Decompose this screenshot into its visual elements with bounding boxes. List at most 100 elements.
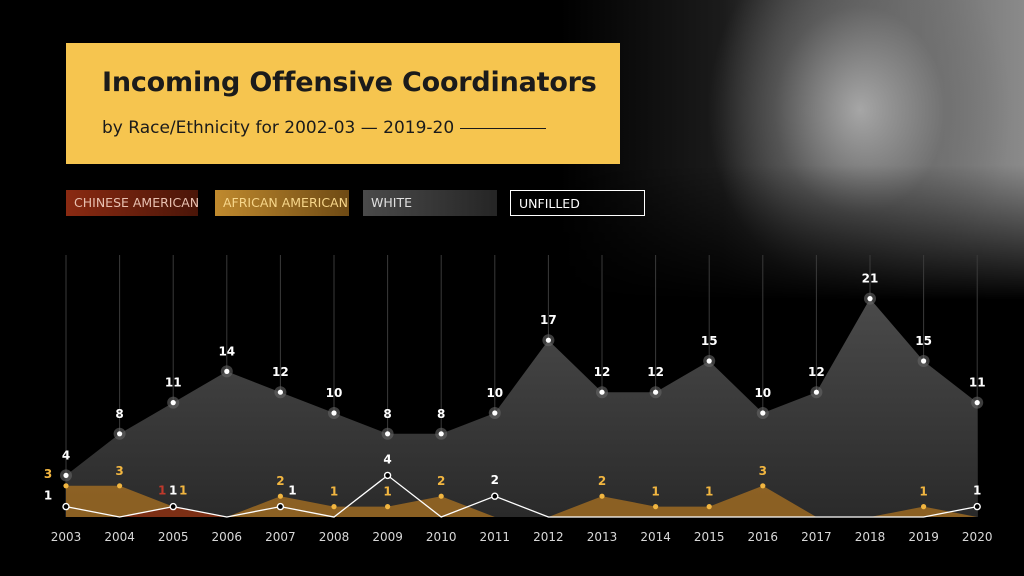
african-american-point-2003 [63, 483, 69, 489]
african-american-point-2004 [117, 483, 123, 489]
white-value-label-2003: 4 [62, 448, 70, 462]
x-tick-label-2020: 2020 [962, 530, 993, 544]
white-value-label-2007: 12 [272, 365, 289, 379]
african-american-value-label-2009: 1 [383, 485, 391, 499]
african-american-point-2013 [599, 493, 605, 499]
white-value-label-2013: 12 [594, 365, 611, 379]
african-american-value-label-2015: 1 [705, 485, 713, 499]
white-value-label-2008: 10 [326, 386, 343, 400]
chart-subtitle: by Race/Ethnicity for 2002-03 — 2019-20 [102, 118, 547, 138]
unfilled-point-2011 [491, 492, 499, 500]
subtitle-rule [460, 127, 547, 129]
unfilled-point-2003 [62, 502, 70, 511]
x-tick-label-2003: 2003 [51, 530, 82, 544]
african-american-point-2007 [277, 493, 283, 499]
white-point-2003 [63, 472, 69, 478]
title-box: Incoming Offensive Coordinators by Race/… [66, 43, 620, 164]
chart-title: Incoming Offensive Coordinators [102, 67, 597, 98]
african-american-point-2015 [706, 504, 712, 510]
white-value-label-2020: 11 [969, 376, 986, 390]
white-point-2014 [653, 389, 659, 395]
x-tick-label-2011: 2011 [480, 530, 511, 544]
legend-chinese-american: CHINESE AMERICAN [66, 190, 200, 216]
x-tick-label-2013: 2013 [587, 530, 618, 544]
african-american-value-label-2010: 2 [437, 474, 445, 488]
unfilled-value-label-2020: 1 [973, 484, 981, 498]
legend-african-american: AFRICAN AMERICAN [215, 190, 349, 216]
legend-chinese-american-label: CHINESE AMERICAN [74, 195, 200, 210]
line-unfilled [65, 474, 978, 518]
white-value-label-2009: 8 [383, 407, 391, 421]
chart-subtitle-text: by Race/Ethnicity for 2002-03 — 2019-20 [102, 118, 455, 138]
white-point-2013 [599, 389, 605, 395]
white-value-label-2010: 8 [437, 407, 445, 421]
x-tick-label-2006: 2006 [212, 530, 243, 544]
white-point-2007 [277, 389, 283, 395]
african-american-point-2016 [760, 483, 766, 489]
african-american-point-2009 [385, 504, 391, 510]
legend-unfilled-label: UNFILLED [519, 196, 580, 211]
white-point-2006 [224, 368, 230, 374]
legend-unfilled: UNFILLED [510, 190, 645, 216]
white-value-label-2006: 14 [218, 344, 235, 358]
x-tick-label-2010: 2010 [426, 530, 457, 544]
african-american-point-2014 [653, 504, 659, 510]
unfilled-point-2005 [169, 502, 177, 511]
area-chinese-american [66, 506, 978, 517]
unfilled-value-label-2007: 1 [288, 484, 296, 498]
african-american-value-label-2008: 1 [330, 485, 338, 499]
white-value-label-2016: 10 [754, 386, 771, 400]
white-point-2017 [813, 389, 820, 395]
coach-photo [560, 0, 1024, 300]
white-point-2018 [867, 296, 873, 302]
unfilled-value-label-2011: 2 [491, 473, 499, 487]
unfilled-value-label-2005: 1 [169, 484, 177, 498]
x-tick-label-2015: 2015 [694, 530, 725, 544]
x-tick-label-2019: 2019 [908, 530, 939, 544]
african-american-value-label-2003: 3 [44, 467, 52, 481]
white-point-2020 [974, 400, 980, 406]
unfilled-point-2009 [383, 471, 392, 480]
x-tick-label-2018: 2018 [855, 530, 886, 544]
white-point-2016 [760, 410, 766, 416]
white-point-2010 [438, 431, 444, 437]
white-value-label-2004: 8 [115, 407, 123, 421]
chinese-american-value-label-2005: 1 [158, 484, 166, 498]
unfilled-value-label-2003: 1 [44, 489, 52, 503]
white-value-label-2005: 11 [165, 376, 182, 390]
white-value-label-2015: 15 [701, 334, 718, 348]
white-point-2019 [921, 358, 927, 364]
african-american-point-2008 [331, 504, 337, 510]
white-point-2005 [170, 400, 176, 406]
white-value-label-2019: 15 [915, 334, 932, 348]
x-tick-label-2012: 2012 [533, 530, 564, 544]
x-tick-label-2016: 2016 [748, 530, 779, 544]
african-american-value-label-2014: 1 [651, 485, 659, 499]
legend-white-label: WHITE [371, 195, 412, 210]
legend-african-american-label: AFRICAN AMERICAN [223, 195, 348, 210]
african-american-point-2010 [438, 493, 444, 499]
african-american-value-label-2019: 1 [919, 485, 927, 499]
x-tick-label-2008: 2008 [319, 530, 350, 544]
area-white [66, 298, 978, 517]
x-tick-label-2004: 2004 [104, 530, 135, 544]
x-tick-label-2005: 2005 [158, 530, 189, 544]
white-value-label-2017: 12 [808, 365, 825, 379]
unfilled-value-label-2009: 4 [383, 452, 391, 466]
white-point-2008 [331, 410, 337, 416]
white-point-2011 [492, 410, 498, 416]
x-tick-label-2007: 2007 [265, 530, 296, 544]
white-point-2004 [117, 431, 123, 437]
white-point-2012 [545, 337, 552, 343]
african-american-value-label-2016: 3 [759, 464, 767, 478]
x-tick-label-2017: 2017 [801, 530, 832, 544]
unfilled-point-2007 [276, 502, 285, 511]
white-value-label-2014: 12 [647, 365, 664, 379]
african-american-value-label-2005: 1 [179, 484, 187, 498]
white-value-label-2018: 21 [862, 272, 879, 286]
african-american-value-label-2004: 3 [115, 464, 123, 478]
african-american-point-2019 [921, 504, 927, 510]
white-point-2015 [706, 358, 712, 364]
african-american-value-label-2007: 2 [276, 474, 284, 488]
